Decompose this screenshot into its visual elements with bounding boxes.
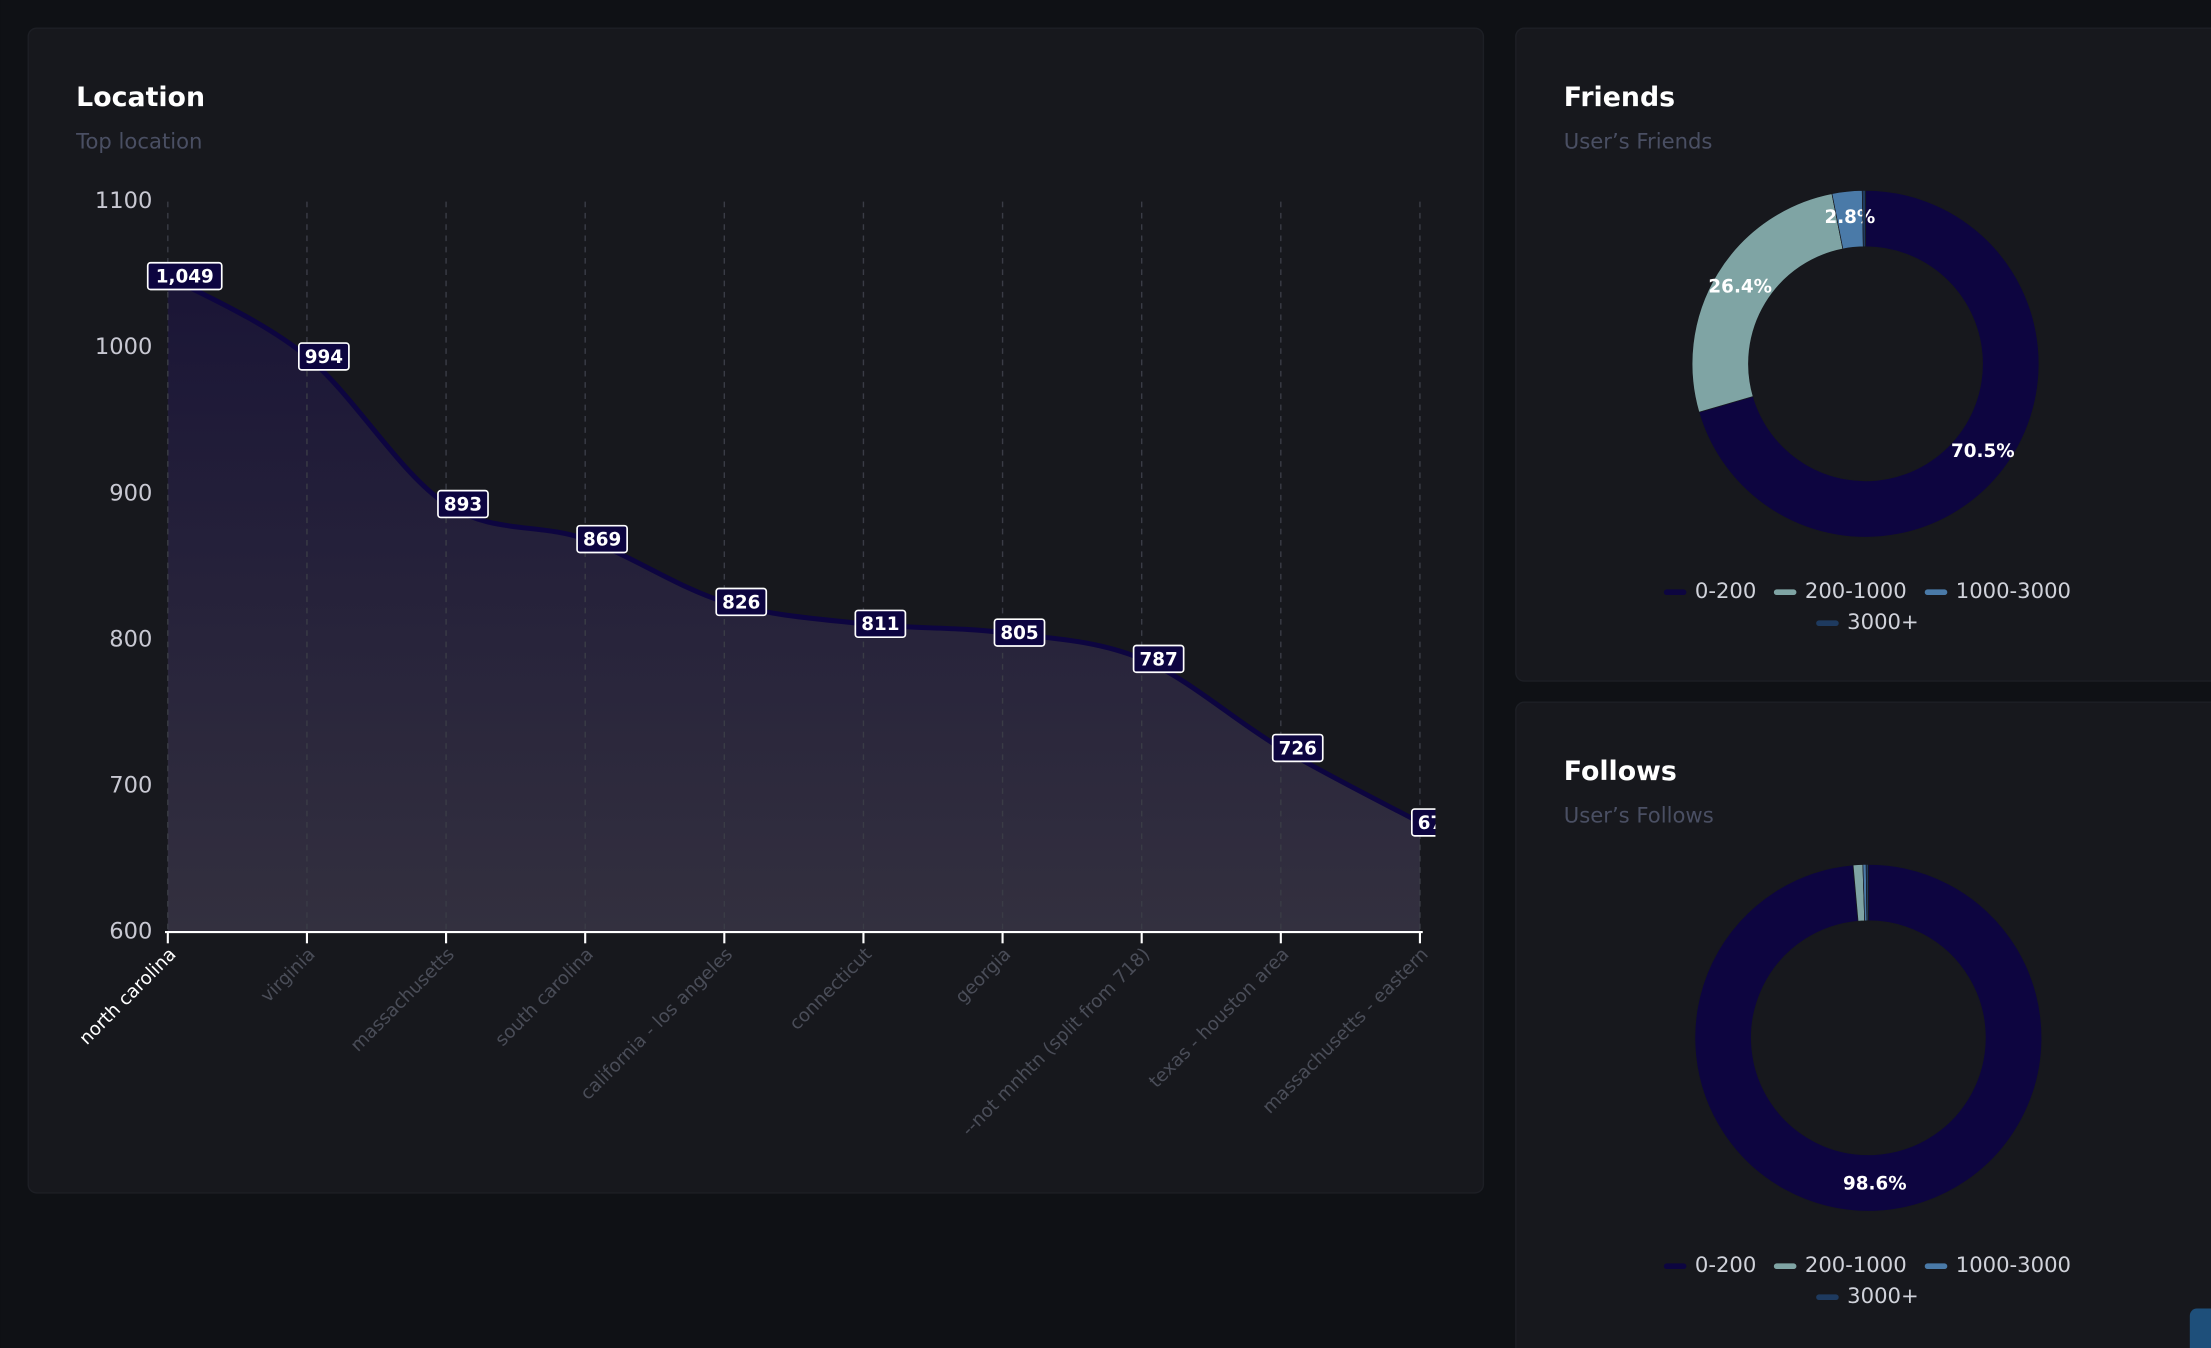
card-title: Location — [76, 82, 205, 113]
data-label: 869 — [583, 529, 621, 550]
data-label-box — [1271, 733, 1324, 763]
data-label: 726 — [1279, 738, 1317, 759]
donut-slice — [1698, 190, 2040, 538]
data-label-box — [993, 618, 1046, 647]
y-tick-label: 1000 — [95, 334, 152, 360]
data-label: 994 — [305, 347, 343, 368]
legend-label: 200-1000 — [1805, 578, 1907, 603]
y-tick-label: 900 — [109, 480, 152, 506]
legend-swatch — [1773, 1263, 1797, 1270]
follows-card — [1515, 701, 2211, 1348]
legend-swatch — [1924, 1263, 1948, 1270]
scroll-button[interactable] — [2189, 1308, 2211, 1348]
donut-slice — [1691, 193, 1844, 413]
data-label: 893 — [444, 494, 482, 515]
legend-swatch — [1663, 589, 1687, 596]
slice-label: 70.5% — [1951, 441, 2015, 462]
follows-chart: 98.6% 0-200 200-1000 1000-3000 3000+ — [1663, 864, 2071, 1308]
donut-slice — [1694, 864, 2043, 1212]
data-label: 826 — [722, 592, 760, 613]
slice-label: 98.6% — [1843, 1173, 1907, 1194]
slice-label: 2.8% — [1824, 207, 1875, 228]
legend-label: 1000-3000 — [1956, 1252, 2071, 1277]
legend-swatch — [1924, 589, 1948, 596]
legend-swatch — [1773, 589, 1797, 596]
card-title: Follows — [1564, 756, 1677, 787]
y-tick-label: 700 — [109, 772, 152, 798]
legend-label: 200-1000 — [1805, 1252, 1907, 1277]
card-subtitle: User’s Friends — [1564, 128, 1713, 153]
location-chart: 1,049 994 893 869 826 811 805 787 726 675 — [146, 201, 1456, 933]
data-label: 1,049 — [156, 267, 214, 288]
card-subtitle: Top location — [75, 128, 202, 153]
data-label-box — [854, 609, 907, 639]
donut-slice — [1865, 864, 1869, 922]
data-label: 811 — [861, 614, 899, 635]
data-label-box — [437, 489, 489, 519]
area — [167, 276, 1420, 933]
data-label-box — [576, 524, 628, 554]
data-label: 805 — [1000, 623, 1038, 644]
friends-chart: 70.5% 26.4% 2.8% 0-200 200-1000 1000-3000 3000… — [1663, 190, 2071, 634]
card-title: Friends — [1564, 82, 1675, 113]
legend-label: 3000+ — [1847, 1283, 1919, 1308]
line — [166, 273, 1422, 825]
data-label: 675 — [1418, 813, 1456, 834]
legend-label: 1000-3000 — [1956, 578, 2071, 603]
legend-label: 3000+ — [1847, 609, 1919, 634]
data-label-box — [1410, 808, 1436, 837]
legend-swatch — [1663, 1263, 1687, 1270]
legend-swatch — [1816, 620, 1839, 627]
data-label-box — [297, 342, 350, 371]
data-label-box — [715, 587, 768, 617]
data-label-box — [146, 261, 223, 291]
data-label-box — [1132, 644, 1185, 674]
legend-label: 0-200 — [1695, 578, 1756, 603]
friends-card — [1515, 27, 2211, 682]
card-subtitle: User’s Follows — [1564, 802, 1714, 827]
legend-swatch — [1816, 1294, 1839, 1301]
data-label: 787 — [1139, 649, 1177, 670]
y-tick-label: 600 — [109, 919, 152, 945]
donut-slice — [1861, 190, 1866, 248]
y-tick-label: 800 — [109, 626, 152, 652]
slice-label: 26.4% — [1708, 277, 1772, 298]
legend-label: 0-200 — [1695, 1252, 1756, 1277]
y-tick-label: 1100 — [95, 188, 152, 214]
